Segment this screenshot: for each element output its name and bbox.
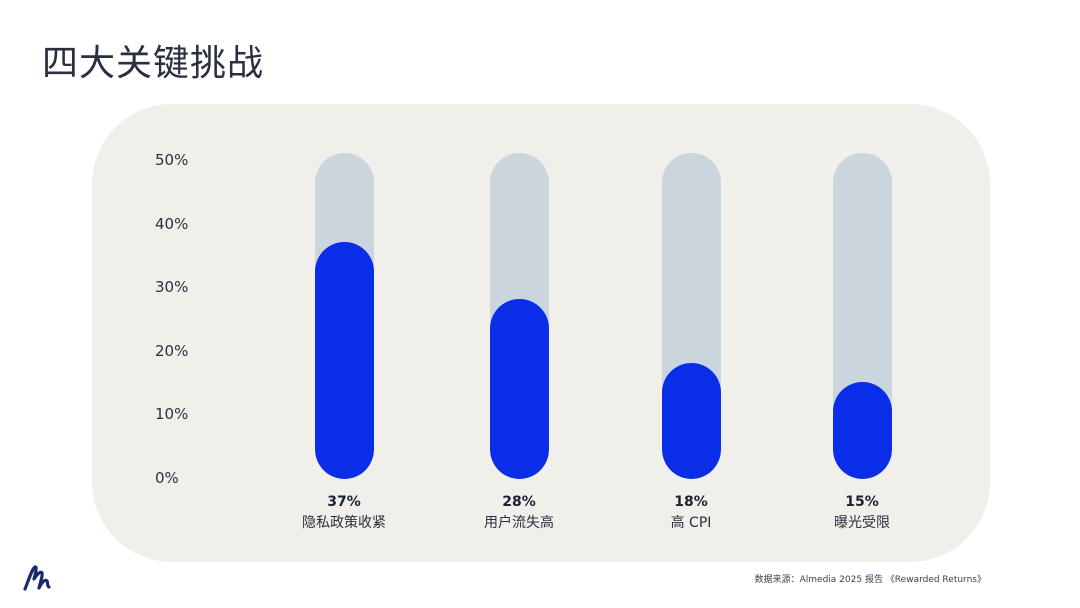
page-title: 四大关键挑战 xyxy=(42,43,265,84)
bar xyxy=(489,298,549,479)
bar-track xyxy=(661,153,721,479)
source-note: 数据来源：Almedia 2025 报告 《Rewarded Returns》 xyxy=(754,575,986,585)
category-label: 曝光受限 xyxy=(834,515,890,531)
bar-value-label: 18% xyxy=(674,494,708,510)
y-tick-label: 40% xyxy=(155,214,189,233)
bar-value-label: 15% xyxy=(845,494,879,510)
category-label: 用户流失高 xyxy=(484,515,554,531)
bar-value-label: 28% xyxy=(502,494,536,510)
almedia-logo-icon xyxy=(23,565,51,591)
bar-track xyxy=(489,153,549,479)
bar xyxy=(661,362,721,479)
category-label: 高 CPI xyxy=(670,515,712,531)
bar-value-label: 37% xyxy=(327,494,361,510)
y-tick-label: 50% xyxy=(155,151,189,169)
y-tick-label: 20% xyxy=(155,341,189,360)
y-tick-label: 10% xyxy=(155,405,189,424)
category-label: 隐私政策收紧 xyxy=(302,515,386,531)
bar-track xyxy=(314,153,374,479)
bar xyxy=(314,241,374,479)
y-tick-label: 30% xyxy=(155,278,189,297)
bar-track xyxy=(832,153,892,479)
bar xyxy=(832,381,892,479)
y-tick-label: 0% xyxy=(155,469,179,487)
